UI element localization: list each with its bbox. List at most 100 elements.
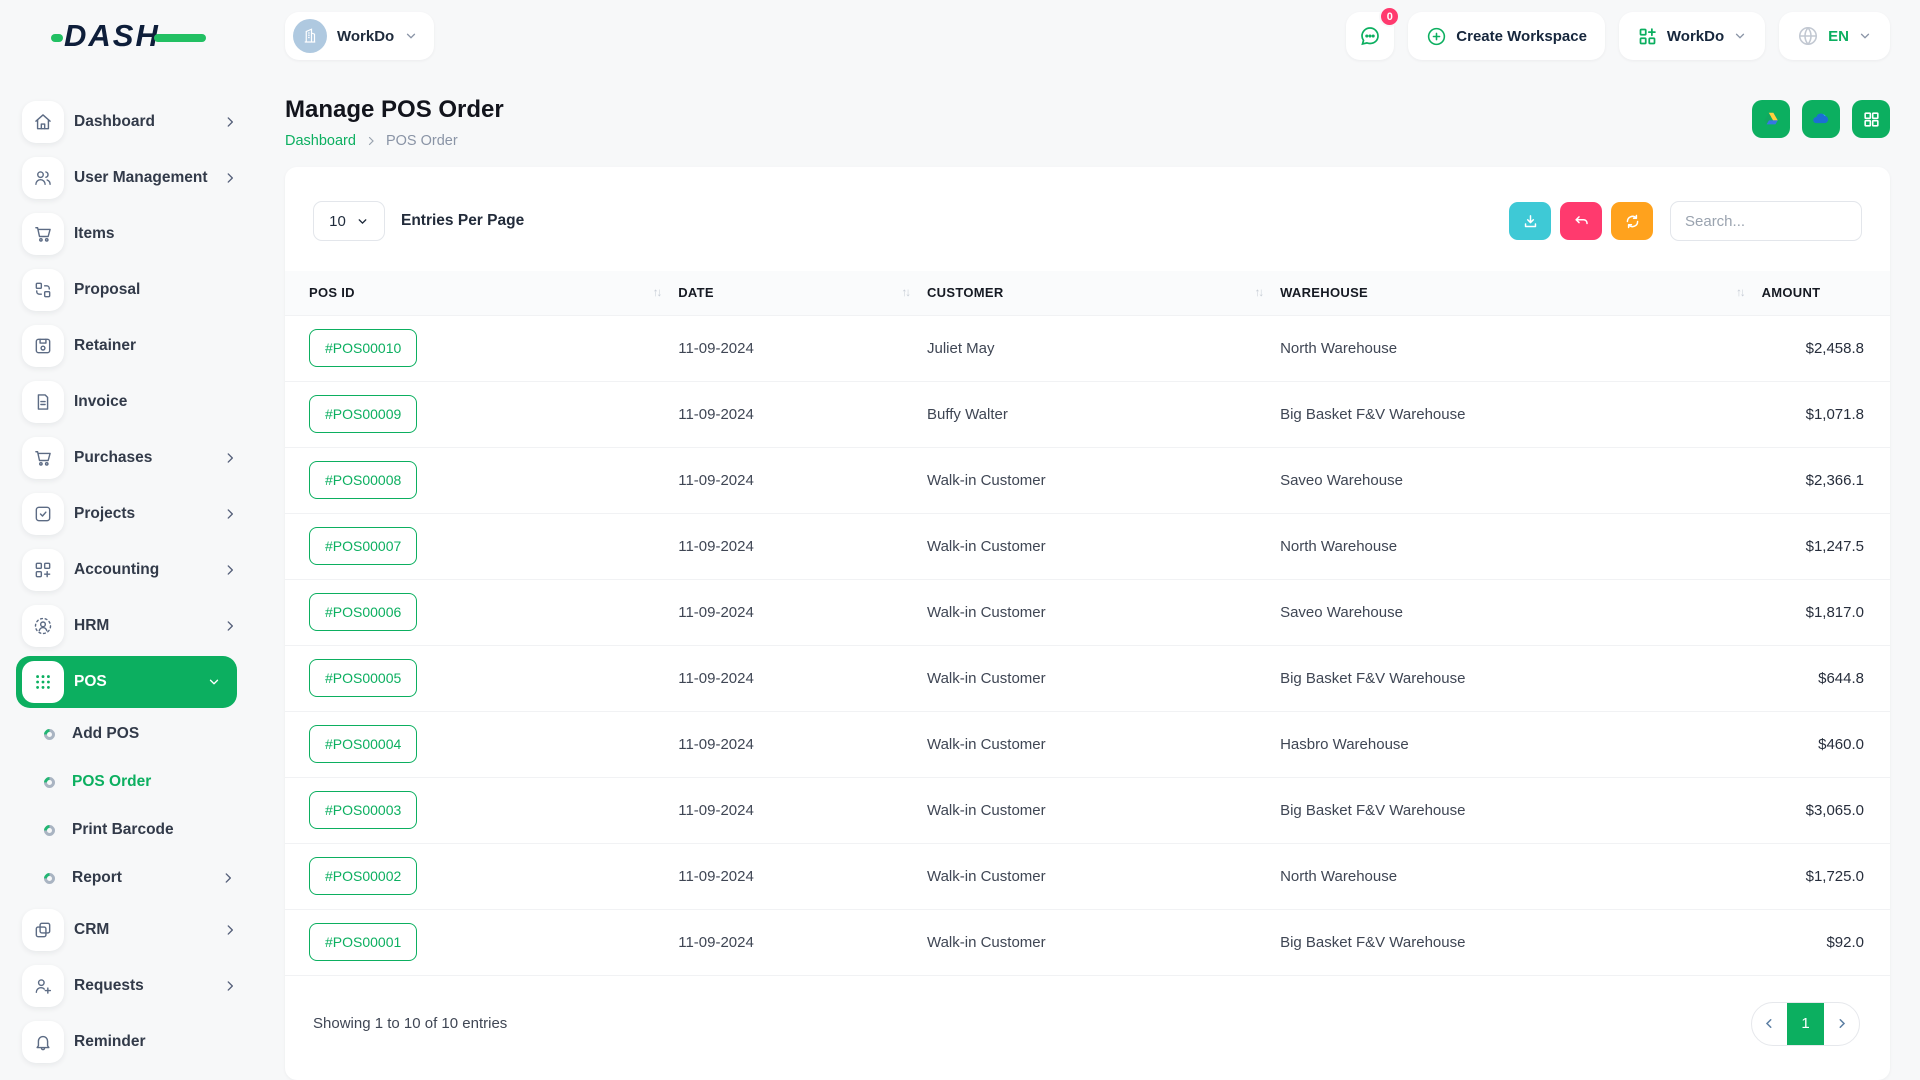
table-row: #POS0000411-09-2024Walk-in CustomerHasbr… [285,711,1890,777]
cell-warehouse: Hasbro Warehouse [1280,711,1762,777]
messages-button[interactable]: 0 [1346,12,1394,60]
create-workspace-button[interactable]: Create Workspace [1408,12,1605,60]
sort-icon[interactable]: ↑↓ [1255,287,1263,299]
cell-date: 11-09-2024 [678,777,927,843]
sidebar-item-label: POS [74,673,107,691]
cell-date: 11-09-2024 [678,447,927,513]
column-header-date[interactable]: DATE↑↓ [678,271,927,315]
cell-pos-id: #POS00008 [285,447,678,513]
cell-amount: $2,458.8 [1762,315,1890,381]
pos-id-badge[interactable]: #POS00007 [309,527,417,565]
refresh-button[interactable] [1611,202,1653,240]
sort-icon[interactable]: ↑↓ [901,287,909,299]
column-header-pos-id[interactable]: POS ID↑↓ [285,271,678,315]
sidebar-subitem-print-barcode[interactable]: Print Barcode [0,806,257,854]
column-header-customer[interactable]: CUSTOMER↑↓ [927,271,1280,315]
sidebar-subitem-label: Report [72,869,122,887]
workdo-apps-menu[interactable]: WorkDo [1619,12,1765,60]
table-row: #POS0000611-09-2024Walk-in CustomerSaveo… [285,579,1890,645]
sidebar-item-user-management[interactable]: User Management [0,150,257,206]
sidebar-item-label: Reminder [74,1033,146,1051]
chevron-down-icon [356,215,369,228]
previous-page-button[interactable] [1752,1003,1787,1045]
pos-id-badge[interactable]: #POS00004 [309,725,417,763]
table-header: POS ID↑↓DATE↑↓CUSTOMER↑↓WAREHOUSE↑↓AMOUN… [285,271,1890,315]
sidebar-subitem-add-pos[interactable]: Add POS [0,710,257,758]
cell-pos-id: #POS00007 [285,513,678,579]
app-logo[interactable]: DASH [0,18,285,54]
globe-icon [1797,25,1819,47]
sort-icon[interactable]: ↑↓ [653,287,661,299]
pos-id-badge[interactable]: #POS00002 [309,857,417,895]
page-number-current[interactable]: 1 [1787,1003,1824,1045]
onedrive-button[interactable] [1802,100,1840,138]
undo-icon [1573,213,1590,230]
chevron-right-icon [223,923,237,937]
chat-icon [1358,24,1382,48]
column-header-warehouse[interactable]: WAREHOUSE ↑↓ [1280,271,1762,315]
google-drive-button[interactable] [1752,100,1790,138]
sidebar-item-invoice[interactable]: Invoice [0,374,257,430]
chevron-down-icon [404,29,418,43]
page-header: Manage POS Order Dashboard POS Order [285,96,1890,149]
search-input[interactable] [1670,201,1862,241]
sidebar-item-items[interactable]: Items [0,206,257,262]
chevron-left-icon [1762,1016,1777,1031]
cell-warehouse: Saveo Warehouse [1280,447,1762,513]
onedrive-icon [1810,108,1832,130]
bullet-icon [42,726,58,742]
chevron-down-icon [1858,29,1872,43]
column-label: WAREHOUSE [1280,285,1368,300]
retainer-icon [22,325,64,367]
sidebar-item-pos[interactable]: POS [16,656,237,708]
cell-amount: $3,065.0 [1762,777,1890,843]
chevron-down-icon [207,675,221,689]
chevron-right-icon [223,451,237,465]
sidebar-item-requests[interactable]: Requests [0,958,257,1014]
language-selector[interactable]: EN [1779,12,1890,60]
entries-per-page-select[interactable]: 10 [313,201,385,241]
chevron-down-icon [1733,29,1747,43]
next-page-button[interactable] [1824,1003,1859,1045]
workspace-selector[interactable]: WorkDo [285,12,434,60]
sidebar-subitem-pos-order[interactable]: POS Order [0,758,257,806]
pos-id-badge[interactable]: #POS00006 [309,593,417,631]
cell-amount: $2,366.1 [1762,447,1890,513]
sidebar-item-dashboard[interactable]: Dashboard [0,94,257,150]
sort-icon[interactable]: ↑↓ [1736,287,1744,299]
pos-id-badge[interactable]: #POS00005 [309,659,417,697]
cell-amount: $460.0 [1762,711,1890,777]
breadcrumb-dashboard-link[interactable]: Dashboard [285,133,356,149]
plus-circle-icon [1426,26,1447,47]
export-download-button[interactable] [1509,202,1551,240]
table-footer: Showing 1 to 10 of 10 entries 1 [285,976,1890,1046]
sidebar-item-reminder[interactable]: Reminder [0,1014,257,1070]
reset-button[interactable] [1560,202,1602,240]
sidebar-item-retainer[interactable]: Retainer [0,318,257,374]
sidebar-item-purchases[interactable]: Purchases [0,430,257,486]
cell-date: 11-09-2024 [678,711,927,777]
sidebar-item-crm[interactable]: CRM [0,902,257,958]
pos-id-badge[interactable]: #POS00010 [309,329,417,367]
grid-view-button[interactable] [1852,100,1890,138]
sidebar-subitem-report[interactable]: Report [0,854,257,902]
pos-order-card: 10 Entries Per Page [285,167,1890,1080]
logo-dash-left [51,34,63,42]
cell-date: 11-09-2024 [678,381,927,447]
logo-text: DASH [64,18,160,54]
cell-warehouse: Big Basket F&V Warehouse [1280,909,1762,975]
cell-pos-id: #POS00010 [285,315,678,381]
pos-id-badge[interactable]: #POS00003 [309,791,417,829]
pos-id-badge[interactable]: #POS00008 [309,461,417,499]
cell-amount: $92.0 [1762,909,1890,975]
chevron-right-icon [223,619,237,633]
sidebar-item-projects[interactable]: Projects [0,486,257,542]
pos-id-badge[interactable]: #POS00001 [309,923,417,961]
cell-customer: Walk-in Customer [927,447,1280,513]
sidebar-item-hrm[interactable]: HRM [0,598,257,654]
logo-dash-right [154,34,206,42]
sidebar-item-proposal[interactable]: Proposal [0,262,257,318]
sidebar-item-accounting[interactable]: Accounting [0,542,257,598]
bullet-icon [42,774,58,790]
pos-id-badge[interactable]: #POS00009 [309,395,417,433]
